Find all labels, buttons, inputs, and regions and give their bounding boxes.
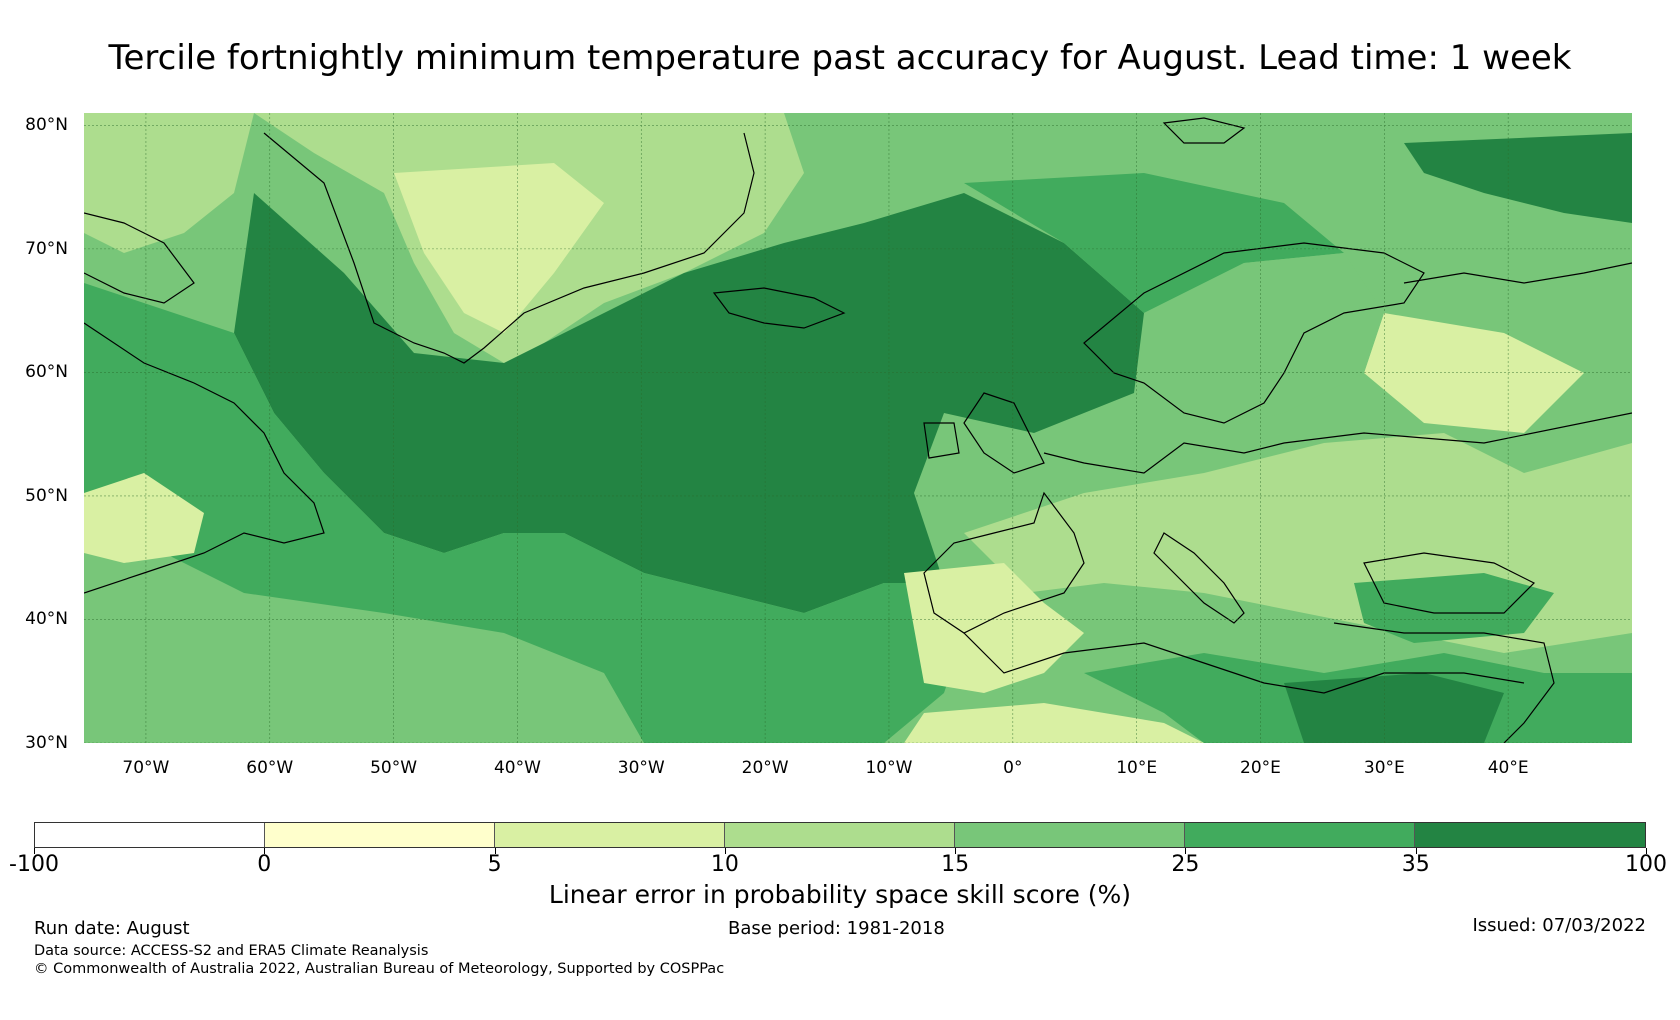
colorbar-tick	[264, 848, 266, 854]
coast-iberia	[923, 491, 1085, 634]
coast-north-africa	[963, 632, 1525, 694]
colorbar-bin	[1185, 823, 1415, 847]
colorbar-tick-label: 100	[1625, 852, 1667, 877]
region-atlantic-dark	[234, 193, 1144, 613]
longitude-label: 20°E	[1240, 758, 1281, 778]
coast-italy	[1153, 532, 1245, 624]
region-iberia-light	[904, 563, 1084, 693]
coast-arctic-russia	[1403, 262, 1632, 284]
latitude-label: 60°N	[25, 362, 68, 383]
longitude-label: 40°W	[493, 758, 541, 778]
base-period: Base period: 1981-2018	[728, 918, 945, 939]
latitude-label: 40°N	[25, 609, 68, 630]
colorbar-tick-label: 10	[710, 852, 739, 877]
colorbar	[34, 822, 1646, 848]
latitude-label: 50°N	[25, 485, 68, 506]
chart-title: Tercile fortnightly minimum temperature …	[108, 38, 1572, 78]
region-canada-light	[84, 473, 204, 563]
colorbar-tick	[34, 848, 35, 854]
region-labrador-light	[84, 113, 254, 253]
colorbar-bin	[265, 823, 495, 847]
latitude-label: 80°N	[25, 115, 68, 136]
data-source: Data source: ACCESS-S2 and ERA5 Climate …	[34, 943, 429, 959]
coast-british-isles	[923, 392, 1045, 474]
colorbar-tick-label: 5	[487, 852, 502, 877]
region-greenland-lighter	[394, 163, 604, 333]
region-scandinavia	[1144, 253, 1384, 433]
issued-date: Issued: 07/03/2022	[1472, 915, 1646, 936]
colorbar-tick	[1185, 848, 1187, 854]
colorbar-tick-label: -100	[9, 852, 59, 877]
coast-iceland	[712, 287, 846, 329]
region-blacksea	[1354, 573, 1554, 643]
coast-labrador	[84, 322, 325, 594]
longitude-label: 0°	[1003, 758, 1023, 778]
colorbar-tick	[1415, 848, 1417, 854]
colorbar-bin	[1415, 823, 1645, 847]
colorbar-tick-label: 0	[257, 852, 272, 877]
colorbar-label: Linear error in probability space skill …	[548, 880, 1132, 909]
skill-map	[84, 113, 1632, 743]
longitude-label: 10°E	[1116, 758, 1158, 778]
colorbar-bin	[955, 823, 1185, 847]
coast-greenland	[263, 132, 755, 364]
region-russia-light	[1364, 313, 1584, 433]
skill-regions	[84, 113, 1632, 743]
longitude-label: 20°W	[741, 758, 789, 778]
colorbar-tick	[955, 848, 957, 854]
region-sahara-light	[904, 703, 1204, 743]
latitude-label: 70°N	[25, 238, 68, 259]
longitude-label: 30°E	[1363, 758, 1405, 778]
coast-scandinavia	[1083, 242, 1425, 424]
coast-black-sea	[1363, 552, 1536, 614]
copyright: © Commonwealth of Australia 2022, Austra…	[34, 961, 725, 977]
colorbar-tick	[494, 848, 496, 854]
colorbar-tick	[1646, 848, 1647, 854]
colorbar-bin	[725, 823, 955, 847]
longitude-label: 40°E	[1487, 758, 1529, 778]
longitude-label: 10°W	[865, 758, 913, 778]
longitude-label: 60°W	[246, 758, 294, 778]
coast-baffin	[84, 212, 195, 304]
region-eastmed-dark	[1284, 673, 1504, 743]
colorbar-tick-label: 25	[1171, 852, 1200, 877]
longitude-label: 30°W	[617, 758, 665, 778]
gridlines	[84, 113, 1632, 743]
latitude-label: 30°N	[25, 733, 68, 753]
colorbar-bin	[495, 823, 725, 847]
coast-turkey-levant	[1333, 622, 1555, 743]
longitude-label: 70°W	[122, 758, 170, 778]
coast-europe-main	[1043, 412, 1632, 474]
region-barents-dark	[1404, 133, 1632, 223]
coastlines	[84, 117, 1632, 743]
colorbar-bin	[35, 823, 265, 847]
longitude-label: 50°W	[370, 758, 418, 778]
run-date: Run date: August	[34, 918, 190, 939]
coast-svalbard	[1162, 117, 1246, 144]
colorbar-tick-label: 15	[941, 852, 970, 877]
region-norwegian-sea	[964, 173, 1344, 313]
region-mid-atlantic	[84, 283, 964, 743]
colorbar-tick	[724, 848, 726, 854]
colorbar-tick-label: 35	[1401, 852, 1430, 877]
